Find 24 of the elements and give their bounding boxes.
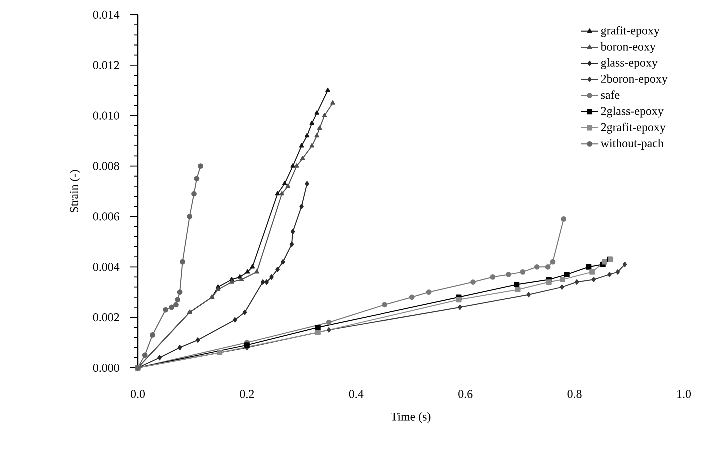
- x-tick-label: 0.2: [240, 390, 254, 398]
- x-tick-label: 0.0: [130, 390, 146, 398]
- x-tick-label: 0.8: [568, 390, 582, 398]
- legend-label: without-pach: [600, 139, 664, 150]
- y-tick-label: 0.010: [93, 112, 120, 120]
- x-axis-title: Time (s): [391, 412, 431, 424]
- x-tick-label: 0.6: [458, 390, 473, 398]
- x-tick-label: 0.4: [349, 390, 364, 398]
- y-tick-label: 0.002: [93, 314, 120, 322]
- y-tick-label: 0.004: [93, 263, 120, 272]
- y-tick-label: 0.012: [93, 61, 120, 70]
- y-tick-label: 0.000: [93, 364, 120, 372]
- legend-label: 2grafit-epoxy: [601, 122, 666, 134]
- y-tick-label: 0.014: [93, 10, 120, 20]
- legend-label: 2boron-epoxy: [601, 74, 668, 86]
- x-tick-label: 1.0: [678, 390, 692, 398]
- legend-label: 2glass-epoxy: [601, 106, 664, 118]
- y-tick-label: 0.008: [93, 162, 120, 170]
- legend-label: glass-epoxy: [601, 58, 658, 70]
- y-tick-label: 0.006: [93, 212, 120, 221]
- legend-label: grafit-epoxy: [601, 26, 660, 38]
- y-axis-title: Strain (-): [70, 170, 81, 212]
- legend-label: boron-eoxy: [600, 42, 656, 54]
- legend-label: safe: [601, 90, 620, 100]
